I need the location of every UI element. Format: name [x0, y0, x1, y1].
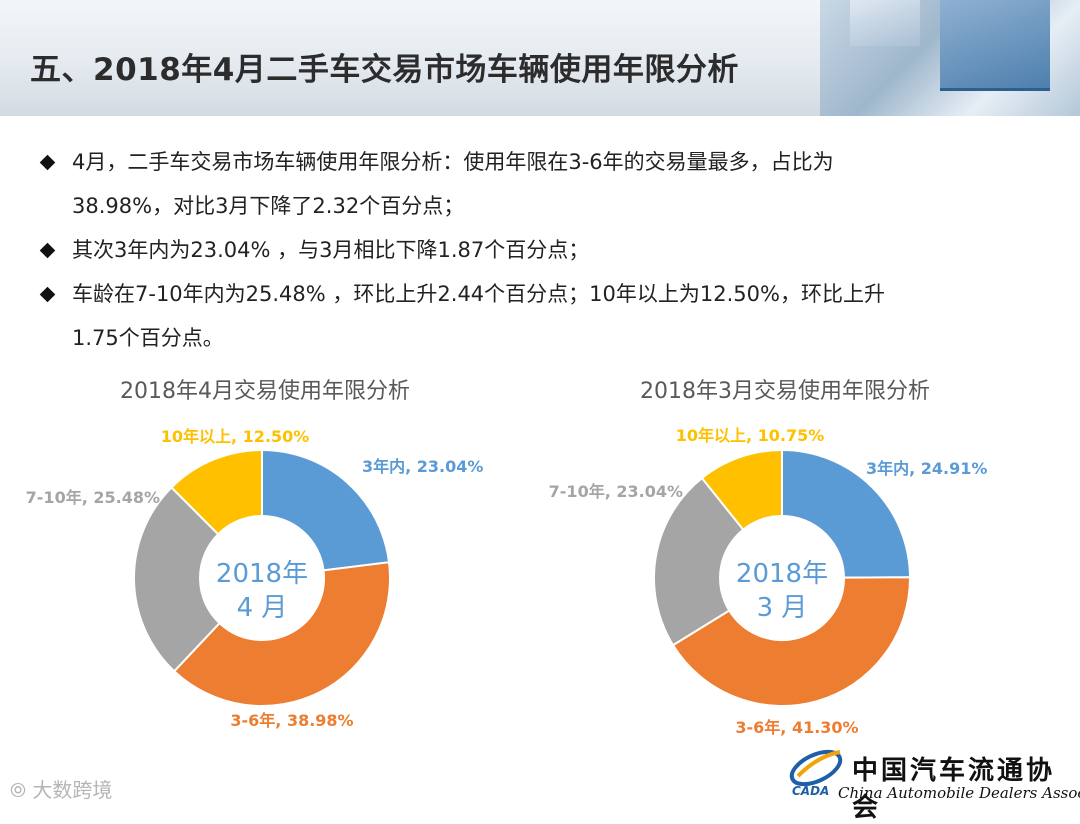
cada-logo: CADA 中国汽车流通协会 China Automobile Dealers A… [786, 744, 1080, 823]
data-label-3-6-years: 3-6年, 38.98% [230, 711, 353, 730]
chart-title-april: 2018年4月交易使用年限分析 [120, 379, 410, 404]
donut-center-year: 2018年 [216, 559, 308, 589]
header-cube-small [850, 0, 920, 46]
watermark-text: 大数跨境 [32, 778, 113, 802]
donut-slice-7-10-years [653, 476, 745, 647]
bullet-line: 其次3年内为23.04% ，与3月相比下降1.87个百分点； [72, 238, 590, 262]
logo-name-cn: 中国汽车流通协会 [852, 756, 1056, 823]
donut-slice-over-10-years [700, 448, 783, 532]
header-decoration [820, 0, 1080, 116]
chart-title-march: 2018年3月交易使用年限分析 [640, 379, 930, 404]
donut-slice-3-6-years [172, 561, 391, 707]
slide-header: 五、2018年4月二手车交易市场车辆使用年限分析 [0, 0, 1080, 116]
header-cube-large [940, 0, 1050, 91]
donut-center-year: 2018年 [736, 559, 828, 589]
donut-slice-3-6-years [671, 576, 911, 707]
bullet-list: 4月，二手车交易市场车辆使用年限分析：使用年限在3-6年的交易量最多，占比为 3… [38, 140, 1048, 360]
bullet-line: 4月，二手车交易市场车辆使用年限分析：使用年限在3-6年的交易量最多，占比为 [72, 150, 834, 174]
bullet-line: 车龄在7-10年内为25.48% ，环比上升2.44个百分点；10年以上为12.… [72, 282, 885, 306]
bullet-item: 4月，二手车交易市场车辆使用年限分析：使用年限在3-6年的交易量最多，占比为 3… [38, 140, 1048, 228]
bullet-line: 1.75个百分点。 [72, 326, 224, 350]
logo-abbr: CADA [792, 784, 830, 798]
bullet-item: 车龄在7-10年内为25.48% ，环比上升2.44个百分点；10年以上为12.… [38, 272, 1048, 360]
data-label-within-3-years: 3年内, 23.04% [362, 457, 483, 476]
logo-name-en: China Automobile Dealers Association [838, 784, 1080, 802]
data-label-7-10-years: 7-10年, 25.48% [26, 488, 160, 507]
data-label-7-10-years: 7-10年, 23.04% [549, 482, 683, 501]
data-label-3-6-years: 3-6年, 41.30% [735, 718, 858, 737]
bullet-item: 其次3年内为23.04% ，与3月相比下降1.87个百分点； [38, 228, 1048, 272]
bullet-line: 38.98%，对比3月下降了2.32个百分点； [72, 194, 465, 218]
donut-slice-within-3-years [781, 448, 912, 579]
cada-emblem-icon [789, 749, 843, 787]
data-label-within-3-years: 3年内, 24.91% [866, 459, 987, 478]
donut-center-month: 4 月 [237, 593, 288, 623]
slide-title: 五、2018年4月二手车交易市场车辆使用年限分析 [30, 52, 739, 88]
donut-slice-within-3-years [261, 448, 391, 572]
data-label-over-10-years: 10年以上, 10.75% [676, 426, 825, 445]
donut-slice-7-10-years [133, 486, 221, 673]
data-label-over-10-years: 10年以上, 12.50% [161, 427, 310, 446]
watermark: ⦾ 大数跨境 [10, 778, 113, 802]
donut-slice-over-10-years [170, 448, 263, 536]
donut-center-month: 3 月 [757, 593, 808, 623]
